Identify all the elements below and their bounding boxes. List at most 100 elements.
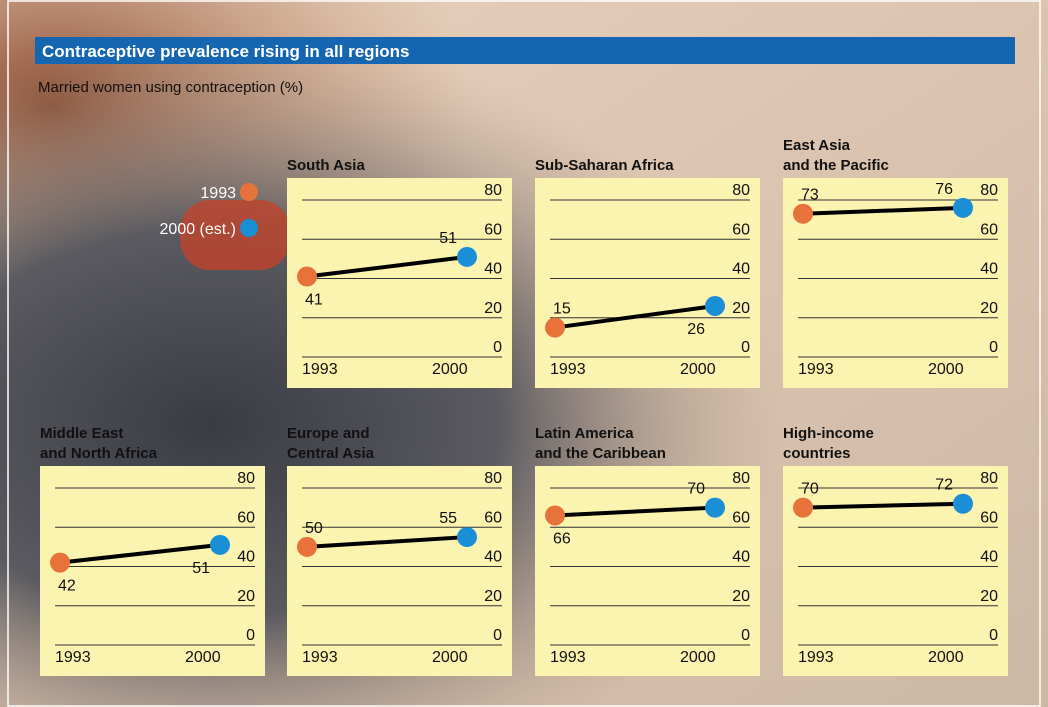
y-tick-label: 0	[493, 339, 502, 356]
y-tick-label: 0	[741, 339, 750, 356]
value-label: 50	[305, 520, 323, 537]
x-tick-label: 1993	[302, 649, 338, 666]
y-tick-label: 60	[732, 221, 750, 238]
y-tick-label: 0	[246, 627, 255, 644]
point	[297, 536, 317, 557]
panel-title: High-income countries	[783, 425, 874, 462]
x-tick-label: 1993	[550, 649, 586, 666]
panel-background	[535, 466, 760, 676]
y-tick-label: 80	[484, 470, 502, 487]
point	[457, 246, 477, 267]
panel-background	[535, 178, 760, 388]
line	[554, 303, 716, 330]
y-tick-label: 40	[237, 549, 255, 566]
y-tick-label: 80	[732, 470, 750, 487]
panel-title: Sub-Saharan Africa	[535, 157, 674, 174]
x-tick-label: 2000	[432, 649, 468, 666]
x-tick-label: 1993	[302, 361, 338, 378]
panel-title: Middle East and North Africa	[40, 425, 158, 462]
value-label: 66	[553, 530, 571, 547]
value-label: 51	[439, 230, 457, 247]
line	[802, 501, 964, 510]
x-tick-label: 1993	[798, 361, 834, 378]
title-bar	[35, 37, 1015, 64]
y-tick-label: 0	[493, 627, 502, 644]
y-tick-label: 20	[484, 300, 502, 317]
y-tick-label: 40	[980, 549, 998, 566]
x-tick-label: 2000	[432, 361, 468, 378]
line	[59, 542, 221, 565]
panel-background	[287, 466, 512, 676]
point	[545, 505, 565, 526]
frame	[7, 0, 1041, 707]
y-tick-label: 0	[989, 339, 998, 356]
x-tick-label: 1993	[550, 361, 586, 378]
panel-title-line: East Asia	[783, 137, 851, 154]
panel-title-line: countries	[783, 445, 851, 462]
point	[297, 266, 317, 287]
panel-title-line: Europe and	[287, 425, 370, 442]
y-tick-label: 20	[980, 588, 998, 605]
legend-label: 2000 (est.)	[160, 221, 236, 238]
point	[953, 493, 973, 514]
panel-title-line: Middle East	[40, 425, 123, 442]
value-label: 41	[305, 292, 323, 309]
legend-marker	[240, 219, 258, 237]
x-tick-label: 2000	[680, 361, 716, 378]
panel-title-line: South Asia	[287, 157, 365, 174]
y-tick-label: 80	[732, 182, 750, 199]
value-label: 70	[687, 481, 705, 498]
x-tick-label: 1993	[55, 649, 91, 666]
value-label: 73	[801, 187, 819, 204]
y-tick-label: 20	[980, 300, 998, 317]
point	[793, 497, 813, 518]
panel-title-line: and the Caribbean	[535, 445, 666, 462]
value-label: 15	[553, 301, 571, 318]
y-tick-label: 80	[980, 470, 998, 487]
panel-background	[287, 178, 512, 388]
panel-title-line: High-income	[783, 425, 874, 442]
point	[545, 317, 565, 338]
panel-background	[40, 466, 265, 676]
y-tick-label: 80	[484, 182, 502, 199]
point	[50, 552, 70, 573]
point	[210, 534, 230, 555]
point	[953, 197, 973, 218]
y-tick-label: 20	[732, 300, 750, 317]
panel-title-line: and the Pacific	[783, 157, 889, 174]
y-tick-label: 60	[980, 221, 998, 238]
x-tick-label: 2000	[928, 361, 964, 378]
value-label: 70	[801, 481, 819, 498]
y-tick-label: 80	[237, 470, 255, 487]
y-tick-label: 20	[732, 588, 750, 605]
y-tick-label: 60	[237, 509, 255, 526]
legend-marker	[240, 183, 258, 201]
line	[554, 505, 716, 518]
value-label: 51	[192, 560, 210, 577]
point	[793, 203, 813, 224]
value-label: 42	[58, 578, 76, 595]
panel-title-line: Latin America	[535, 425, 634, 442]
panel-title: Latin America and the Caribbean	[535, 425, 666, 462]
subtitle: Married women using contraception (%)	[38, 79, 303, 96]
panel-title-line: Sub-Saharan Africa	[535, 157, 674, 174]
y-tick-label: 60	[732, 509, 750, 526]
point	[705, 295, 725, 316]
panel-title: East Asia and the Pacific	[783, 137, 889, 174]
panel-title-line: and North Africa	[40, 445, 158, 462]
point	[705, 497, 725, 518]
x-tick-label: 1993	[798, 649, 834, 666]
y-tick-label: 40	[484, 549, 502, 566]
panel-title-line: Central Asia	[287, 445, 375, 462]
x-tick-label: 2000	[928, 649, 964, 666]
y-tick-label: 80	[980, 182, 998, 199]
line	[802, 205, 964, 216]
y-tick-label: 40	[732, 261, 750, 278]
y-tick-label: 0	[741, 627, 750, 644]
legend-label: 1993	[200, 185, 236, 202]
y-tick-label: 40	[732, 549, 750, 566]
y-tick-label: 20	[484, 588, 502, 605]
y-tick-label: 40	[980, 261, 998, 278]
x-tick-label: 2000	[185, 649, 221, 666]
